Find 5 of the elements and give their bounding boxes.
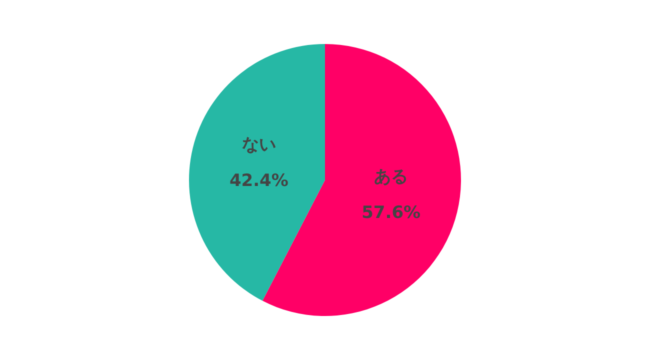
data-label: 42.4% (229, 170, 288, 191)
slice-label: ある (374, 167, 408, 188)
data-label: 57.6% (362, 203, 421, 224)
pie-slice (189, 44, 325, 301)
slice-label: ない (242, 134, 276, 155)
